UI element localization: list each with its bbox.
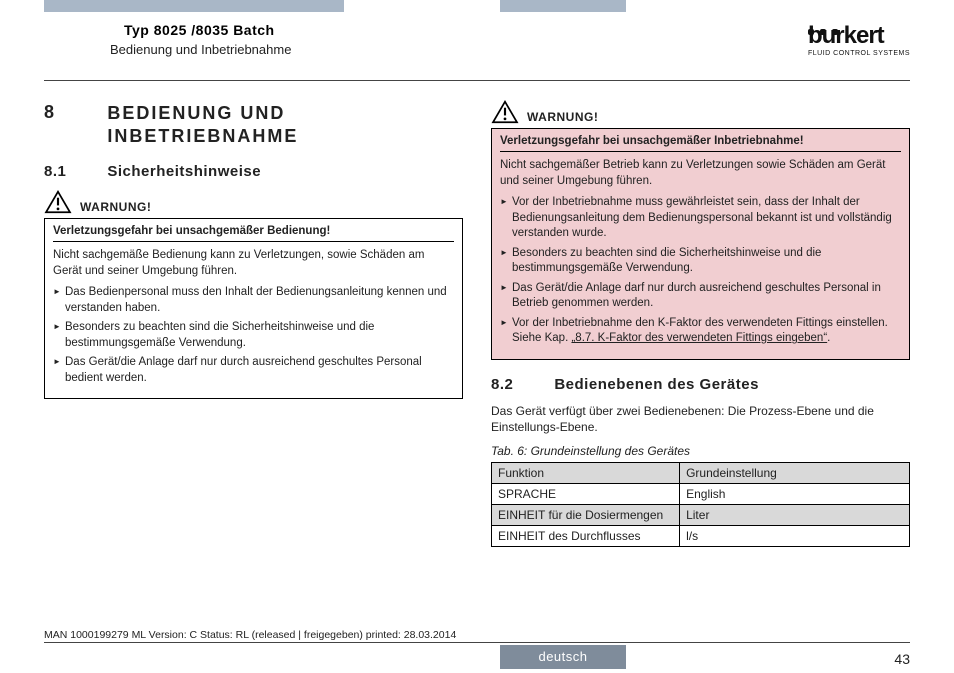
table-row: SPRACHE English: [492, 484, 910, 505]
table-cell: Liter: [680, 505, 910, 526]
section-number: 8.2: [491, 376, 551, 393]
header-subtitle: Bedienung und Inbetriebnahme: [44, 38, 910, 57]
warning-label: WARNUNG!: [527, 110, 598, 124]
warning-box-list: Das Bedienpersonal muss den Inhalt der B…: [53, 285, 454, 386]
list-item: Das Gerät/die Anlage darf nur durch ausr…: [53, 355, 454, 386]
chapter-heading: 8 BEDIENUNG UND INBETRIEBNAHME: [44, 102, 463, 147]
logo-text: burkert: [808, 22, 884, 49]
table-cell: EINHEIT für die Dosiermengen: [492, 505, 680, 526]
table-row: Funktion Grundeinstellung: [492, 463, 910, 484]
table-cell: English: [680, 484, 910, 505]
warning-box-2: Verletzungsgefahr bei unsachgemäßer Inbe…: [491, 128, 910, 360]
header-title: Typ 8025 /8035 Batch: [44, 22, 910, 38]
header-divider: [44, 80, 910, 81]
list-item: Vor der Inbetriebnahme den K-Faktor des …: [500, 316, 901, 347]
logo-dots-icon: [808, 14, 850, 20]
logo-wordmark: burkert: [808, 22, 910, 50]
warning-header: WARNUNG!: [491, 100, 910, 124]
warning-box-text: Nicht sachgemäße Bedienung kann zu Verle…: [53, 248, 454, 279]
list-item: Das Gerät/die Anlage darf nur durch ausr…: [500, 281, 901, 312]
table-header-cell: Funktion: [492, 463, 680, 484]
warning-box-1: Verletzungsgefahr bei unsachgemäßer Bedi…: [44, 218, 463, 399]
list-item-suffix: .: [827, 332, 830, 344]
page: Typ 8025 /8035 Batch Bedienung und Inbet…: [0, 0, 954, 673]
language-badge: deutsch: [500, 645, 626, 669]
chapter-number: 8: [44, 102, 104, 123]
section-title: Sicherheitshinweise: [107, 163, 460, 180]
table-row: EINHEIT des Durchflusses l/s: [492, 526, 910, 547]
warning-label: WARNUNG!: [80, 200, 151, 214]
table-header-cell: Grundeinstellung: [680, 463, 910, 484]
table-cell: SPRACHE: [492, 484, 680, 505]
section-8-1-heading: 8.1 Sicherheitshinweise: [44, 163, 463, 180]
list-item: Besonders zu beachten sind die Sicherhei…: [53, 320, 454, 351]
warning-icon: [44, 190, 72, 214]
warning-box-heading: Verletzungsgefahr bei unsachgemäßer Bedi…: [53, 225, 454, 242]
top-band-left: [44, 0, 344, 12]
right-column: WARNUNG! Verletzungsgefahr bei unsachgem…: [491, 94, 910, 624]
list-item: Das Bedienpersonal muss den Inhalt der B…: [53, 285, 454, 316]
chapter-title: BEDIENUNG UND INBETRIEBNAHME: [107, 102, 460, 147]
logo-tagline: FLUID CONTROL SYSTEMS: [808, 50, 910, 57]
table-caption: Tab. 6: Grundeinstellung des Gerätes: [491, 444, 910, 458]
list-item: Vor der Inbetriebnahme muss gewährleiste…: [500, 195, 901, 242]
section-8-2-heading: 8.2 Bedienebenen des Gerätes: [491, 376, 910, 393]
footer-divider: [44, 642, 910, 643]
warning-box-text: Nicht sachgemäßer Betrieb kann zu Verlet…: [500, 158, 901, 189]
page-number: 43: [894, 651, 910, 667]
footer-metadata: MAN 1000199279 ML Version: C Status: RL …: [44, 629, 456, 641]
brand-logo: burkert FLUID CONTROL SYSTEMS: [808, 22, 910, 57]
table-cell: EINHEIT des Durchflusses: [492, 526, 680, 547]
section-title: Bedienebenen des Gerätes: [554, 376, 907, 393]
paragraph: Das Gerät verfügt über zwei Bedienebenen…: [491, 403, 910, 437]
left-column: 8 BEDIENUNG UND INBETRIEBNAHME 8.1 Siche…: [44, 94, 463, 624]
warning-box-list: Vor der Inbetriebnahme muss gewährleiste…: [500, 195, 901, 347]
settings-table: Funktion Grundeinstellung SPRACHE Englis…: [491, 462, 910, 547]
page-header: Typ 8025 /8035 Batch Bedienung und Inbet…: [44, 22, 910, 78]
section-number: 8.1: [44, 163, 104, 180]
warning-box-heading: Verletzungsgefahr bei unsachgemäßer Inbe…: [500, 135, 901, 152]
content-columns: 8 BEDIENUNG UND INBETRIEBNAHME 8.1 Siche…: [44, 94, 910, 624]
table-cell: l/s: [680, 526, 910, 547]
warning-icon: [491, 100, 519, 124]
cross-reference-link[interactable]: „8.7. K-Faktor des verwendeten Fittings …: [571, 332, 827, 344]
table-row: EINHEIT für die Dosiermengen Liter: [492, 505, 910, 526]
top-band-right: [500, 0, 626, 12]
list-item: Besonders zu beachten sind die Sicherhei…: [500, 246, 901, 277]
warning-header: WARNUNG!: [44, 190, 463, 214]
